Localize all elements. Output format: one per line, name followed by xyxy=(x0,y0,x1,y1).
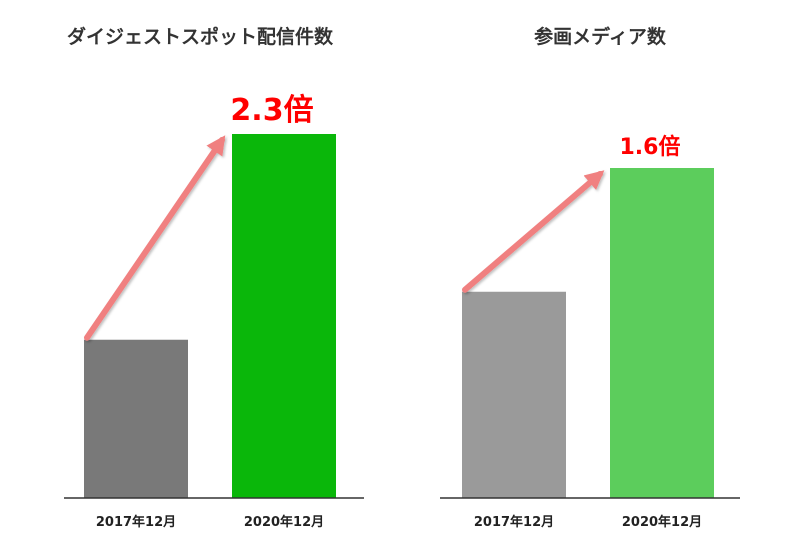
bar-2020 xyxy=(232,134,336,498)
x-tick-label: 2020年12月 xyxy=(244,514,324,530)
chart-title-deliveries: ダイジェストスポット配信件数 xyxy=(66,26,333,48)
x-tick-label: 2017年12月 xyxy=(474,514,554,530)
bar-2017 xyxy=(462,291,566,498)
growth-multiplier-label: 1.6倍 xyxy=(620,134,681,160)
chart-title-media: 参画メディア数 xyxy=(534,26,666,48)
bar-2020 xyxy=(610,168,714,498)
growth-multiplier-label: 2.3倍 xyxy=(230,93,313,128)
chart-panel-1: 2017年12月 2020年12月 1.6倍 xyxy=(440,134,740,530)
bar-2017 xyxy=(84,339,188,498)
growth-arrow xyxy=(462,170,605,293)
growth-arrow xyxy=(84,135,226,341)
x-tick-label: 2017年12月 xyxy=(96,514,176,530)
chart-panel-0: 2017年12月 2020年12月 2.3倍 xyxy=(64,93,364,530)
x-tick-label: 2020年12月 xyxy=(622,514,702,530)
